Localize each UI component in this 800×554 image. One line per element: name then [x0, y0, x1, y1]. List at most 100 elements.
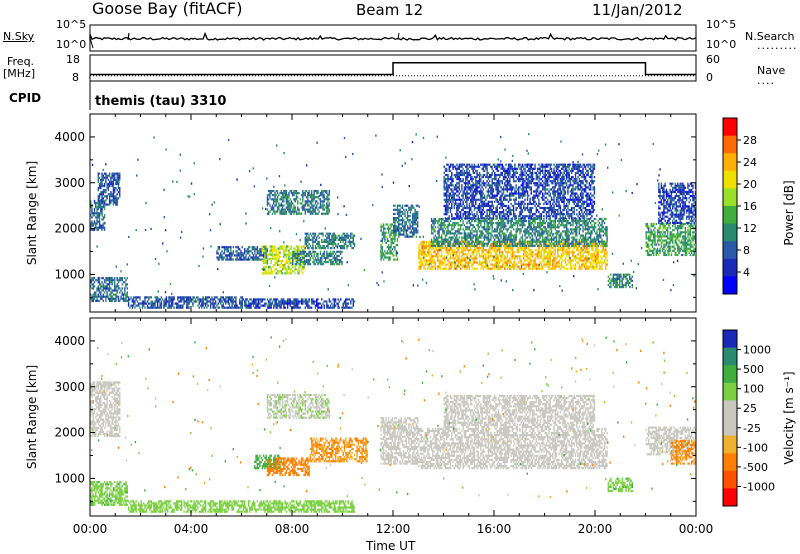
data-cell [225, 300, 227, 303]
data-cell [521, 249, 524, 252]
data-cell [220, 256, 222, 259]
data-cell [252, 304, 255, 307]
data-cell [285, 300, 288, 303]
data-cell [520, 259, 522, 262]
data-cell [577, 257, 579, 260]
data-cell [395, 254, 397, 257]
data-cell [467, 234, 469, 237]
data-cell [438, 232, 440, 235]
data-cell [110, 182, 112, 186]
data-cell [297, 306, 299, 309]
data-cell [328, 300, 331, 303]
data-cell [500, 226, 502, 229]
data-cell [502, 232, 505, 235]
data-cell [501, 259, 503, 262]
data-cell [218, 254, 221, 257]
data-cell [499, 234, 501, 237]
data-cell [549, 222, 551, 225]
data-cell [550, 228, 553, 231]
data-cell [581, 247, 583, 250]
data-cell [438, 234, 440, 237]
data-cell [91, 212, 93, 215]
data-cell [120, 279, 122, 282]
data-cell [313, 258, 315, 262]
data-cell [409, 208, 411, 211]
data-cell [271, 212, 274, 215]
data-cell [398, 216, 400, 220]
data-cell [322, 263, 324, 266]
data-cell [347, 236, 349, 239]
data-cell [276, 192, 279, 195]
data-cell [91, 295, 93, 298]
data-cell [122, 281, 125, 284]
data-cell [305, 298, 308, 301]
data-cell [520, 244, 522, 248]
data-cell [293, 206, 295, 209]
data-cell [207, 296, 209, 299]
data-cell [545, 238, 548, 241]
data-cell [497, 238, 500, 241]
data-cell [560, 249, 563, 252]
data-cell [317, 254, 319, 257]
data-cell [317, 208, 319, 211]
data-cell [334, 242, 337, 246]
data-cell [246, 250, 248, 253]
data-cell [449, 244, 452, 247]
data-cell [485, 230, 487, 233]
data-cell [226, 250, 228, 253]
data-cell [289, 212, 291, 215]
data-cell [290, 206, 293, 209]
data-cell [319, 200, 322, 203]
data-cell [461, 240, 463, 244]
data-cell [342, 240, 344, 244]
data-cell [113, 293, 116, 296]
data-cell [567, 236, 569, 239]
data-cell [105, 180, 107, 183]
data-cell [341, 236, 343, 239]
data-cell [488, 226, 491, 229]
data-cell [468, 219, 471, 223]
data-cell [103, 226, 106, 229]
data-cell [424, 261, 426, 264]
data-cell [468, 249, 471, 252]
data-cell [136, 300, 139, 303]
data-cell [382, 225, 385, 228]
data-cell [483, 242, 486, 245]
data-cell [435, 242, 438, 245]
data-cell [569, 224, 572, 227]
data-cell [588, 251, 591, 254]
data-cell [443, 242, 445, 245]
data-cell [396, 229, 399, 232]
data-cell [247, 246, 250, 249]
data-cell [91, 203, 93, 207]
data-cell [439, 226, 442, 229]
data-cell [439, 240, 442, 243]
data-cell [400, 227, 402, 230]
data-cell [308, 258, 310, 262]
data-cell [113, 174, 116, 177]
data-cell [113, 299, 116, 302]
data-cell [268, 198, 270, 201]
data-cell [309, 200, 312, 203]
data-cell [299, 198, 301, 201]
data-cell [305, 244, 308, 248]
data-cell [309, 244, 312, 248]
data-cell [553, 242, 555, 245]
data-cell [514, 257, 516, 260]
data-cell [434, 267, 437, 270]
data-cell [336, 263, 338, 266]
data-cell [345, 302, 347, 305]
data-cell [321, 258, 323, 262]
data-cell [452, 232, 454, 235]
data-cell [603, 253, 606, 256]
data-cell [309, 258, 312, 262]
data-cell [160, 306, 163, 309]
data-cell [266, 251, 269, 254]
data-cell [448, 251, 450, 254]
data-cell [313, 240, 315, 244]
data-cell [510, 217, 512, 221]
data-cell [336, 258, 338, 262]
data-cell [315, 204, 318, 207]
data-cell [111, 184, 113, 188]
data-cell [284, 192, 286, 195]
